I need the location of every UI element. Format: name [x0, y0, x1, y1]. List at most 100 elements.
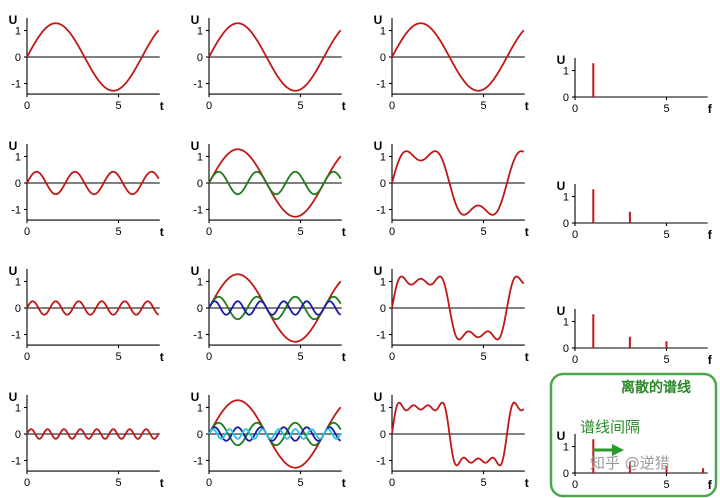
x-tick-label: 5 — [663, 354, 669, 366]
series-line-harmonic3 — [208, 295, 342, 321]
series-line-fundamental — [26, 170, 160, 196]
y-axis-title: U — [557, 304, 566, 318]
x-axis-title: f — [708, 228, 713, 242]
x-axis-title: f — [708, 102, 713, 116]
chart-panel-1-components: 10-10 5Ut — [191, 13, 346, 113]
x-axis-title: t — [525, 225, 529, 239]
x-axis-title: t — [342, 225, 346, 239]
x-tick-label: 5 — [663, 229, 669, 241]
y-tick-label: 1 — [197, 277, 203, 289]
chart-panel-4-sum: 10-10 5Ut — [374, 390, 529, 490]
y-tick-label: 0 — [197, 429, 203, 441]
x-tick-label: 5 — [115, 477, 121, 489]
x-tick-label: 0 — [389, 351, 395, 363]
y-axis-title: U — [374, 264, 383, 278]
x-tick-label: 5 — [115, 100, 121, 112]
spacing-arrow-icon — [593, 444, 624, 456]
y-axis-title: U — [191, 13, 200, 27]
x-tick-label: 5 — [297, 351, 303, 363]
x-tick-label: 0 — [572, 229, 578, 241]
y-tick-label: 0 — [563, 92, 569, 104]
y-tick-label: 1 — [15, 403, 21, 415]
chart-panel-3-component: 10-10 5Ut — [9, 264, 164, 364]
x-tick-label: 0 — [206, 477, 212, 489]
series-line-harmonic5 — [208, 426, 342, 442]
chart-panel-1-component: 10-10 5Ut — [9, 13, 164, 113]
series-line-fundamental — [391, 275, 525, 341]
y-tick-label: 1 — [563, 66, 569, 78]
y-axis-title: U — [191, 390, 200, 404]
x-tick-label: 0 — [24, 100, 30, 112]
chart-panel-4-components: 10-10 5Ut — [191, 390, 346, 490]
y-tick-label: -1 — [193, 205, 203, 217]
x-axis-title: t — [160, 225, 164, 239]
y-tick-label: 1 — [563, 317, 569, 329]
chart-panel-2-components: 10-10 5Ut — [191, 139, 346, 239]
series-line-fundamental — [26, 300, 160, 316]
y-tick-label: -1 — [193, 456, 203, 468]
y-tick-label: 1 — [15, 152, 21, 164]
x-tick-label: 0 — [24, 226, 30, 238]
x-tick-label: 5 — [115, 226, 121, 238]
y-tick-label: 1 — [380, 26, 386, 38]
series-line-fundamental — [391, 401, 525, 467]
series-line-harmonic7 — [208, 428, 342, 440]
y-tick-label: -1 — [11, 205, 21, 217]
x-axis-title: t — [342, 476, 346, 490]
series-line-harmonic3 — [208, 421, 342, 447]
chart-panel-3-spectrum: 1 00 5 Uf — [557, 304, 713, 367]
x-axis-title: t — [525, 350, 529, 364]
y-tick-label: 0 — [380, 429, 386, 441]
chart-panel-2-component: 10-10 5Ut — [9, 139, 164, 239]
callout-box — [549, 372, 718, 498]
chart-panel-4-component: 10-10 5Ut — [9, 390, 164, 490]
y-tick-label: -1 — [11, 330, 21, 342]
y-axis-title: U — [374, 139, 383, 153]
chart-panel-1-sum: 10-10 5Ut — [374, 13, 529, 113]
y-tick-label: -1 — [11, 456, 21, 468]
chart-panel-1-spectrum: 1 00 5 Uf — [557, 53, 713, 116]
x-axis-title: t — [160, 350, 164, 364]
y-axis-title: U — [9, 390, 18, 404]
y-axis-title: U — [9, 139, 18, 153]
y-tick-label: 0 — [380, 303, 386, 315]
y-axis-title: U — [557, 53, 566, 67]
x-axis-title: t — [160, 476, 164, 490]
y-axis-title: U — [191, 264, 200, 278]
y-tick-label: 0 — [563, 343, 569, 355]
y-tick-label: 0 — [15, 178, 21, 190]
y-tick-label: 1 — [197, 403, 203, 415]
x-tick-label: 0 — [206, 100, 212, 112]
x-tick-label: 0 — [389, 226, 395, 238]
callout-title: 离散的谱线 — [621, 379, 691, 396]
y-tick-label: 1 — [380, 277, 386, 289]
y-axis-title: U — [374, 13, 383, 27]
y-tick-label: 1 — [197, 152, 203, 164]
series-line-fundamental — [208, 22, 342, 92]
y-tick-label: 0 — [563, 468, 569, 480]
x-tick-label: 0 — [206, 351, 212, 363]
x-tick-label: 5 — [480, 477, 486, 489]
y-tick-label: -1 — [376, 205, 386, 217]
watermark: 知乎 @逆猎 — [590, 454, 670, 472]
y-tick-label: 1 — [380, 152, 386, 164]
series-line-harmonic5 — [208, 300, 342, 316]
y-tick-label: 0 — [197, 303, 203, 315]
y-tick-label: 1 — [197, 26, 203, 38]
x-tick-label: 5 — [115, 351, 121, 363]
x-tick-label: 0 — [572, 354, 578, 366]
x-tick-label: 0 — [572, 103, 578, 115]
x-axis-title: f — [708, 353, 713, 367]
series-line-fundamental — [26, 428, 160, 440]
x-tick-label: 5 — [663, 479, 669, 491]
x-tick-label: 5 — [297, 100, 303, 112]
x-tick-label: 5 — [480, 226, 486, 238]
y-tick-label: 1 — [15, 26, 21, 38]
x-tick-label: 5 — [297, 226, 303, 238]
x-tick-label: 0 — [389, 100, 395, 112]
y-tick-label: -1 — [193, 330, 203, 342]
y-tick-label: 0 — [197, 52, 203, 64]
x-tick-label: 0 — [206, 226, 212, 238]
